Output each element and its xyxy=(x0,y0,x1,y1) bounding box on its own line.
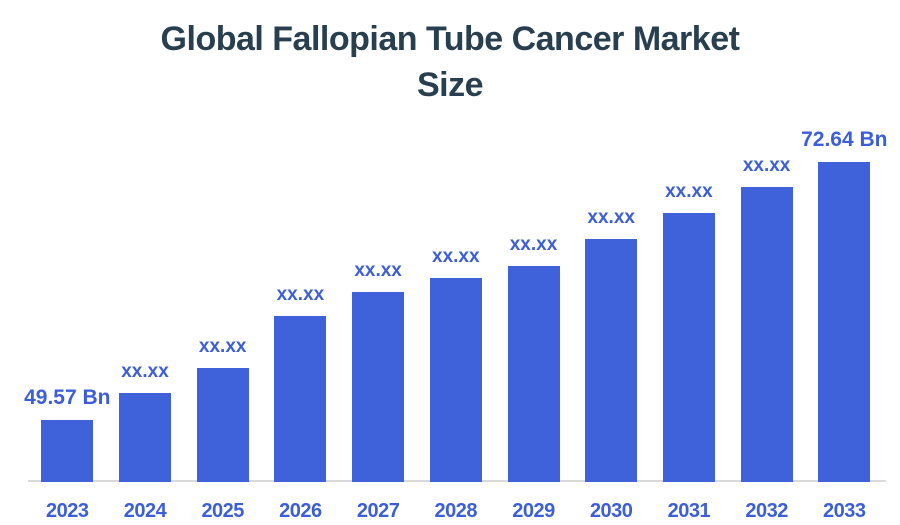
bar-2033 xyxy=(818,162,871,482)
bar-value-label-2027: xx.xx xyxy=(354,260,402,281)
bar-value-label-2032: xx.xx xyxy=(742,155,791,176)
bar-column-2033: 72.64 Bn 2033 xyxy=(801,0,887,525)
x-tick-label-2032: 2032 xyxy=(745,500,788,522)
x-tick-label-2033: 2033 xyxy=(823,500,866,522)
bar-column-2025: xx.xx 2025 xyxy=(196,0,249,525)
bar-value-label-2025: xx.xx xyxy=(198,336,247,357)
bar-column-2027: xx.xx 2027 xyxy=(352,0,405,525)
bar-value-label-2024: xx.xx xyxy=(121,361,169,382)
bar-2030 xyxy=(585,239,638,482)
bar-column-2028: xx.xx 2028 xyxy=(429,0,482,525)
bar-value-label-2026: xx.xx xyxy=(276,284,325,305)
bar-value-label-2028: xx.xx xyxy=(432,246,480,267)
x-tick-label-2028: 2028 xyxy=(434,500,478,522)
chart-title-line1: Global Fallopian Tube Cancer Market xyxy=(160,20,740,58)
bar-column-2030: xx.xx 2030 xyxy=(585,0,638,525)
x-tick-label-2025: 2025 xyxy=(201,500,244,522)
x-tick-label-2026: 2026 xyxy=(279,500,322,522)
x-tick-label-2027: 2027 xyxy=(356,500,400,522)
bar-2024 xyxy=(119,393,171,482)
bar-column-2029: xx.xx 2029 xyxy=(507,0,560,525)
chart-title-line2: Size xyxy=(416,66,484,104)
bar-value-label-2023: 49.57 Bn xyxy=(24,386,111,409)
bar-2031 xyxy=(662,213,715,482)
bar-value-label-2029: xx.xx xyxy=(509,234,558,255)
bar-2029 xyxy=(507,266,560,482)
bar-column-2024: xx.xx 2024 xyxy=(119,0,171,525)
bar-2023 xyxy=(41,420,94,482)
bar-value-label-2031: xx.xx xyxy=(665,181,713,202)
bar-2027 xyxy=(352,292,405,482)
bar-column-2026: xx.xx 2026 xyxy=(274,0,327,525)
bar-column-2031: xx.xx 2031 xyxy=(662,0,715,525)
bar-2028 xyxy=(429,278,482,482)
x-tick-label-2029: 2029 xyxy=(512,500,555,522)
bar-column-2023: 49.57 Bn 2023 xyxy=(24,0,110,525)
bar-2026 xyxy=(274,316,327,482)
bar-value-label-2033: 72.64 Bn xyxy=(801,128,888,151)
x-tick-label-2030: 2030 xyxy=(589,500,633,522)
bar-value-label-2030: xx.xx xyxy=(587,207,635,228)
bar-column-2032: xx.xx 2032 xyxy=(740,0,793,525)
x-tick-label-2031: 2031 xyxy=(667,500,711,522)
bar-2032 xyxy=(740,187,793,482)
chart-title: Global Fallopian Tube Cancer Market Size xyxy=(120,16,780,108)
x-tick-label-2023: 2023 xyxy=(46,500,89,522)
bar-2025 xyxy=(196,368,249,482)
x-tick-label-2024: 2024 xyxy=(123,500,167,522)
